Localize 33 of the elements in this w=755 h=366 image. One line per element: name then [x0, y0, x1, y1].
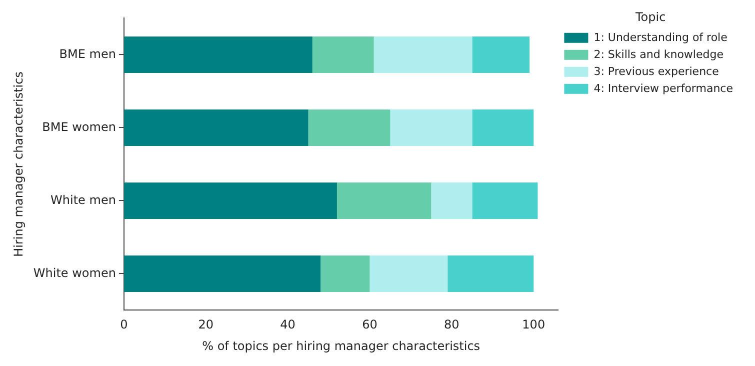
bar: [312, 36, 374, 73]
bar: [431, 182, 472, 219]
bar: [124, 36, 312, 73]
bar: [124, 182, 337, 219]
bar: [448, 255, 534, 292]
x-tick-label: 20: [198, 318, 214, 332]
x-tick-label: 100: [522, 318, 546, 332]
bar: [374, 36, 472, 73]
bar: [124, 109, 308, 146]
x-tick-label: 40: [280, 318, 296, 332]
bar: [370, 255, 448, 292]
y-tick-label: White women: [33, 266, 116, 280]
y-tick-label: BME women: [42, 120, 116, 134]
bar: [308, 109, 390, 146]
x-tick-label: 0: [120, 318, 128, 332]
bar: [124, 255, 321, 292]
y-tick-label: BME men: [59, 46, 116, 61]
bar: [472, 109, 534, 146]
y-tick-label: White men: [50, 192, 116, 207]
y-axis-title: Hiring manager characteristics: [11, 72, 26, 257]
x-tick-label: 60: [362, 318, 378, 332]
bar: [390, 109, 472, 146]
legend-label: 2: Skills and knowledge: [594, 48, 724, 61]
legend-label: 3: Previous experience: [594, 64, 720, 78]
x-axis-title: % of topics per hiring manager characteristics: [202, 338, 480, 353]
legend-title: Topic: [634, 10, 666, 24]
bar: [336, 182, 432, 219]
bar: [472, 36, 530, 73]
bar: [320, 255, 370, 292]
x-tick-label: 80: [444, 318, 460, 332]
legend-label: 4: Interview performance: [594, 82, 734, 95]
bar: [472, 182, 538, 219]
legend-label: 1: Understanding of role: [594, 30, 728, 44]
